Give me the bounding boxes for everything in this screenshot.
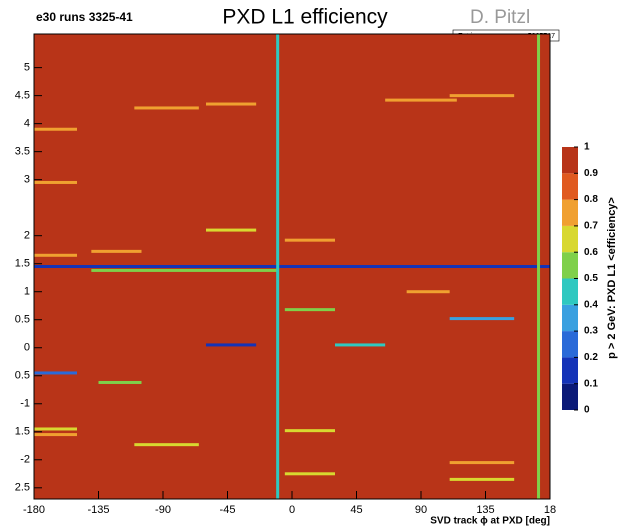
y-tick-label: 4.5 — [15, 90, 30, 102]
chart-subtitle: e30 runs 3325-41 — [36, 10, 133, 24]
y-tick-label: 1 — [24, 286, 30, 298]
x-tick-label: 90 — [415, 504, 427, 516]
heatmap-segment — [91, 268, 278, 272]
y-tick-label: -2 — [20, 454, 30, 466]
heatmap-segment — [34, 253, 77, 257]
heatmap-segment — [34, 180, 77, 184]
z-tick-label: 0.7 — [584, 221, 598, 232]
y-tick-label: 0.5 — [15, 314, 30, 326]
z-tick-label: 0 — [584, 405, 590, 416]
heatmap-segment — [284, 429, 335, 433]
heatmap-segment — [335, 343, 386, 347]
x-tick-label: -135 — [87, 504, 109, 516]
z-tick-label: 0.3 — [584, 326, 598, 337]
z-tick-label: 0.8 — [584, 194, 598, 205]
heatmap-segment — [385, 98, 457, 102]
y-tick-label: 3.5 — [15, 146, 30, 158]
heatmap-segment — [284, 472, 335, 476]
z-tick-label: 0.5 — [584, 273, 598, 284]
heatmap-segment — [206, 228, 257, 232]
y-tick-label: 3 — [24, 174, 30, 186]
z-tick-label: 0.1 — [584, 378, 598, 389]
heatmap-segment — [206, 343, 257, 347]
colorbar-bin — [562, 147, 578, 174]
x-tick-label: 0 — [289, 504, 295, 516]
heatmap-segment — [34, 127, 77, 131]
heatmap-segment — [449, 317, 515, 321]
heatmap-segment — [134, 443, 199, 447]
colorbar-bin — [562, 383, 578, 410]
z-axis-title: p > 2 GeV: PXD L1 <efficiency> — [606, 197, 618, 359]
z-tick-label: 0.2 — [584, 352, 598, 363]
heatmap-segment — [449, 461, 515, 465]
y-tick-label: -1 — [20, 398, 30, 410]
y-tick-label: 1.5 — [15, 426, 30, 438]
heatmap-segment — [34, 371, 77, 375]
x-tick-label: 135 — [476, 504, 494, 516]
x-axis-title: SVD track ϕ at PXD [deg] — [430, 516, 550, 527]
colorbar-bin — [562, 173, 578, 200]
heatmap-segment — [284, 308, 335, 312]
heatmap-vline — [276, 34, 280, 499]
heatmap-segment — [449, 477, 515, 481]
y-tick-label: 5 — [24, 62, 30, 74]
heatmap-segment — [34, 433, 77, 437]
heatmap-vline — [537, 34, 541, 499]
colorbar-bin — [562, 304, 578, 332]
heatmap-segment — [34, 265, 550, 268]
heatmap-segment — [98, 380, 142, 384]
y-tick-label: 4 — [24, 118, 30, 130]
colorbar-bin — [562, 252, 578, 279]
heatmap-segment — [91, 249, 142, 253]
colorbar-bin — [562, 199, 578, 226]
x-tick-label: 45 — [350, 504, 362, 516]
z-tick-label: 0.6 — [584, 247, 598, 258]
heatmap-segment — [206, 102, 257, 106]
z-tick-label: 0.4 — [584, 299, 598, 310]
z-tick-label: 0.9 — [584, 168, 598, 179]
y-tick-label: 2.5 — [15, 482, 30, 494]
z-tick-label: 1 — [584, 142, 590, 153]
y-tick-label: 2 — [24, 230, 30, 242]
x-tick-label: -90 — [155, 504, 171, 516]
x-tick-label: -180 — [23, 504, 45, 516]
heatmap-segment — [34, 427, 77, 431]
y-tick-label: 1.5 — [15, 258, 30, 270]
heatmap-segment — [449, 94, 515, 98]
colorbar-bin — [562, 225, 578, 253]
colorbar-bin — [562, 331, 578, 358]
chart-title: PXD L1 efficiency — [222, 6, 388, 29]
y-tick-label: 0 — [24, 342, 30, 354]
heatmap-segment — [406, 290, 450, 294]
x-tick-label: 18 — [544, 504, 556, 516]
colorbar-bin — [562, 278, 578, 305]
heatmap-segment — [284, 238, 335, 242]
y-tick-label: 0.5 — [15, 370, 30, 382]
colorbar-bin — [562, 357, 578, 384]
x-tick-label: -45 — [220, 504, 236, 516]
heatmap-segment — [134, 106, 199, 110]
author: D. Pitzl — [470, 7, 530, 28]
